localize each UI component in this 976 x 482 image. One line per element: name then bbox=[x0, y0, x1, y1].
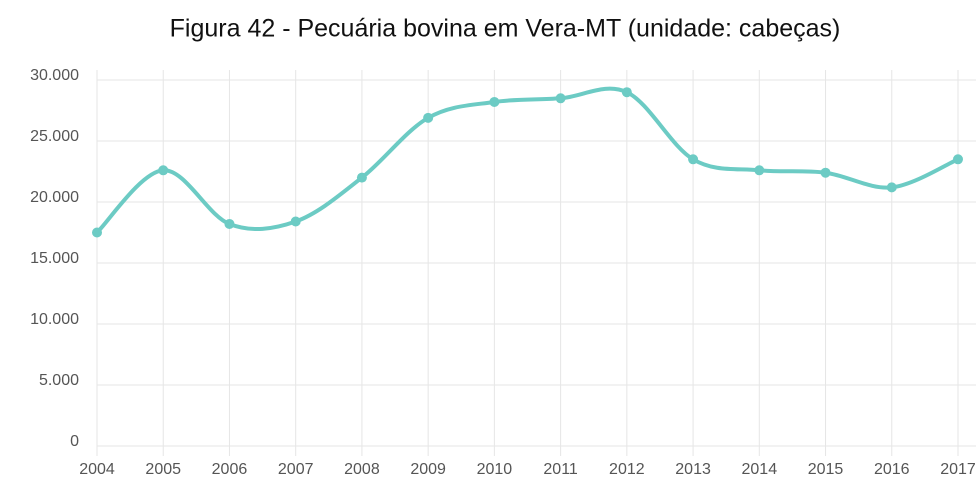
y-tick-label: 20.000 bbox=[30, 189, 79, 206]
x-tick-label: 2012 bbox=[609, 461, 645, 478]
y-tick-label: 25.000 bbox=[30, 128, 79, 145]
data-point bbox=[688, 154, 699, 165]
data-point bbox=[820, 167, 831, 178]
x-tick-label: 2004 bbox=[79, 461, 115, 478]
y-tick-label: 0 bbox=[70, 433, 79, 450]
y-tick-label: 30.000 bbox=[30, 67, 79, 84]
data-point bbox=[886, 182, 897, 193]
data-point bbox=[158, 165, 169, 176]
y-tick-label: 15.000 bbox=[30, 250, 79, 267]
chart-title: Figura 42 - Pecuária bovina em Vera-MT (… bbox=[170, 15, 841, 43]
x-tick-label: 2014 bbox=[742, 461, 778, 478]
x-tick-label: 2005 bbox=[145, 461, 181, 478]
data-point bbox=[953, 154, 963, 165]
x-tick-label: 2009 bbox=[410, 461, 446, 478]
x-tick-label: 2007 bbox=[278, 461, 314, 478]
x-tick-label: 2008 bbox=[344, 461, 380, 478]
x-tick-label: 2013 bbox=[675, 461, 711, 478]
x-tick-label: 2006 bbox=[212, 461, 248, 478]
data-point bbox=[555, 93, 566, 104]
x-tick-label: 2011 bbox=[543, 461, 578, 478]
data-point bbox=[423, 112, 434, 123]
x-tick-label: 2015 bbox=[808, 461, 844, 478]
data-point bbox=[224, 218, 235, 229]
data-point bbox=[356, 172, 367, 183]
data-point bbox=[290, 216, 301, 227]
x-tick-label: 2017 bbox=[940, 461, 976, 478]
y-tick-label: 10.000 bbox=[30, 311, 79, 328]
data-point bbox=[621, 87, 632, 98]
series-line bbox=[95, 86, 960, 235]
data-point bbox=[92, 227, 102, 238]
data-point bbox=[754, 165, 765, 176]
x-tick-label: 2016 bbox=[874, 461, 910, 478]
x-tick-label: 2010 bbox=[477, 461, 513, 478]
y-tick-label: 5.000 bbox=[39, 372, 79, 389]
data-point bbox=[489, 96, 500, 107]
